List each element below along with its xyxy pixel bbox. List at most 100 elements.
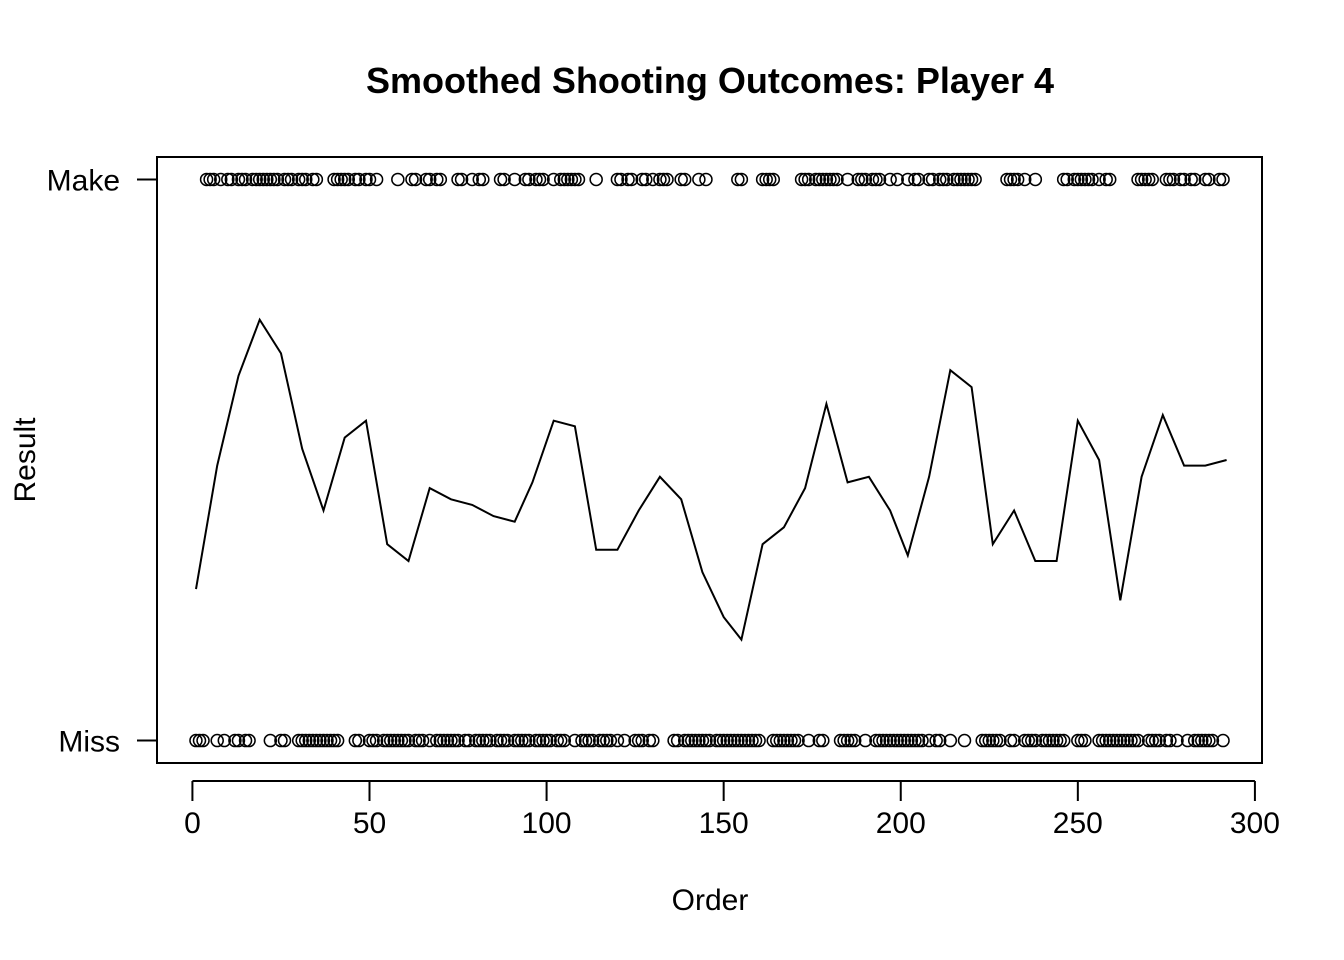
miss-point [752,733,766,748]
make-point [656,172,671,187]
miss-point [469,733,483,748]
make-point [465,172,479,187]
miss-point [274,733,288,748]
make-point [734,172,749,187]
miss-point [986,733,1000,748]
x-tick-label: 50 [353,807,386,840]
make-point [277,172,292,187]
make-point [1074,172,1089,187]
miss-point [979,733,993,748]
make-point [890,172,904,187]
make-point [677,172,692,187]
make-point [281,172,295,187]
make-point [901,172,915,187]
miss-point [415,733,430,748]
make-point [812,172,827,187]
miss-point [897,733,912,748]
miss-point [1007,733,1021,748]
make-point [451,172,465,187]
make-point [819,172,834,187]
make-point [1163,172,1177,187]
miss-point [472,733,487,748]
miss-point [320,733,334,748]
miss-point [982,733,997,748]
make-point [947,172,961,187]
miss-point [352,733,366,748]
miss-point [196,733,210,748]
make-point [851,172,865,187]
miss-point [192,733,207,748]
make-point [830,172,844,187]
miss-point [1195,733,1209,748]
miss-point [536,733,550,748]
miss-point [1092,733,1106,748]
make-point [762,172,777,187]
make-point [964,172,979,187]
miss-point [879,733,894,748]
make-point [1141,172,1156,187]
miss-point [777,733,791,748]
make-point [1173,172,1188,187]
make-point [348,172,363,187]
miss-point [886,733,901,748]
miss-point [422,733,437,748]
miss-point [1056,733,1071,748]
make-point [557,172,572,187]
make-points [199,172,1230,187]
miss-point [766,733,780,748]
make-point [840,172,855,187]
miss-point [713,733,727,748]
miss-point [330,733,345,748]
miss-point [295,733,309,748]
x-tick-label: 0 [184,807,201,840]
miss-point [348,733,363,748]
miss-point [493,733,508,748]
make-point [536,172,550,187]
make-point [731,172,745,187]
miss-point [908,733,922,748]
miss-point [741,733,756,748]
miss-point [642,733,657,748]
make-point [362,172,377,187]
miss-point [840,733,855,748]
make-point [1202,172,1216,187]
miss-point [483,733,497,748]
make-point [522,172,536,187]
miss-point [387,733,402,748]
miss-point [869,733,883,748]
miss-point [578,733,593,748]
miss-point [362,733,377,748]
miss-point [904,733,919,748]
miss-point [876,733,890,748]
make-point [653,172,667,187]
make-point [422,172,437,187]
miss-point [430,733,444,748]
miss-point [231,733,246,748]
make-point [823,172,837,187]
x-axis-label: Order [672,884,749,917]
miss-point [444,733,458,748]
y-tick-label: Make [47,164,120,197]
make-point [564,172,579,187]
miss-point [692,733,706,748]
make-point [798,172,812,187]
miss-point [688,733,703,748]
miss-point [1141,733,1156,748]
miss-point [858,733,873,748]
make-point [936,172,950,187]
miss-point [316,733,331,748]
miss-point [872,733,887,748]
miss-point [1152,733,1167,748]
make-point [454,172,469,187]
miss-point [1159,733,1174,748]
miss-point [1113,733,1128,748]
make-point [961,172,975,187]
miss-point [1046,733,1060,748]
make-point [621,172,635,187]
make-point [954,172,968,187]
miss-point [787,733,802,748]
miss-point [1017,733,1032,748]
make-point [1056,172,1071,187]
make-point [391,172,405,187]
